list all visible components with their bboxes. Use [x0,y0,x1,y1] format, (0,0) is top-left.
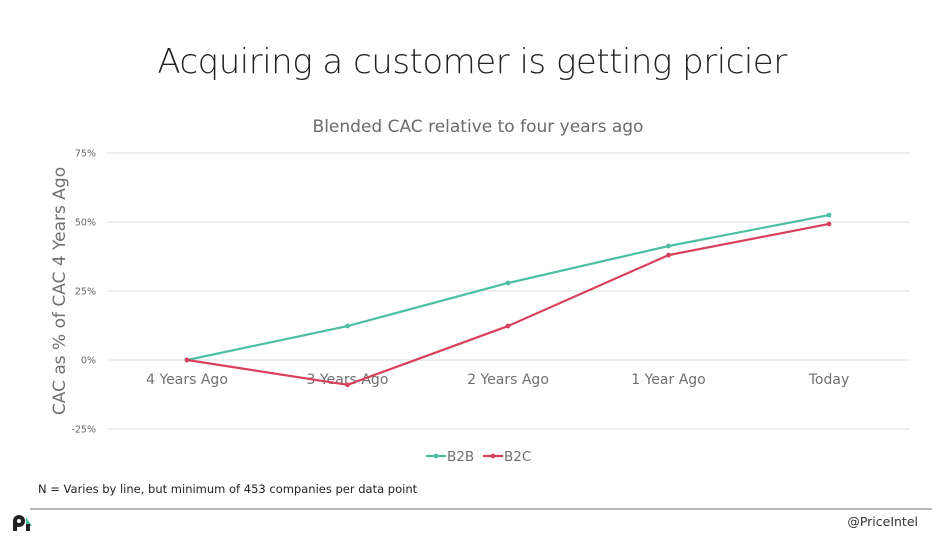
priceintel-logo-icon [13,515,32,531]
series-lines [184,212,832,388]
series-b2c [184,221,832,388]
data-point [505,323,511,329]
series-line-b2b [186,214,830,362]
y-tick-label: 25% [75,287,96,298]
data-point [826,212,832,218]
x-axis-ticks: 4 Years Ago 3 Years Ago 2 Years Ago 1 Year … [146,372,849,388]
y-axis-label: CAC as % of CAC 4 Years Ago [50,167,70,415]
series-b2b [184,212,832,363]
x-tick-label: 1 Year Ago [631,372,705,388]
x-tick-label: Today [808,372,850,388]
footnote: N = Varies by line, but minimum of 453 c… [38,482,418,496]
y-tick-label: 50% [75,218,96,229]
data-point [666,252,671,258]
x-tick-label: 3 Years Ago [307,372,389,388]
y-axis-ticks: -25% 0% 25% 50% 75% [71,149,96,436]
chart-title: Blended CAC relative to four years ago [312,117,644,137]
y-tick-label: 0% [81,356,96,367]
gridlines [107,152,910,430]
legend-item-b2c[interactable]: B2C [483,449,531,465]
legend: B2B B2C [426,449,531,465]
legend-label: B2B [447,449,474,465]
legend-marker [433,453,439,459]
legend-marker [490,453,496,459]
data-point [345,382,350,388]
data-point [184,357,190,363]
slide-title: Acquiring a customer is getting pricier [157,42,787,82]
legend-item-b2b[interactable]: B2B [426,449,474,465]
y-tick-label: -25% [71,425,96,436]
y-tick-label: 75% [75,149,96,160]
twitter-handle: @PriceIntel [847,514,918,529]
x-tick-label: 4 Years Ago [146,372,228,388]
data-point [826,221,832,227]
footer-divider [30,508,932,510]
data-point [666,243,671,249]
data-point [505,280,511,286]
x-tick-label: 2 Years Ago [467,372,549,388]
data-point [345,323,350,329]
legend-label: B2C [504,449,531,465]
